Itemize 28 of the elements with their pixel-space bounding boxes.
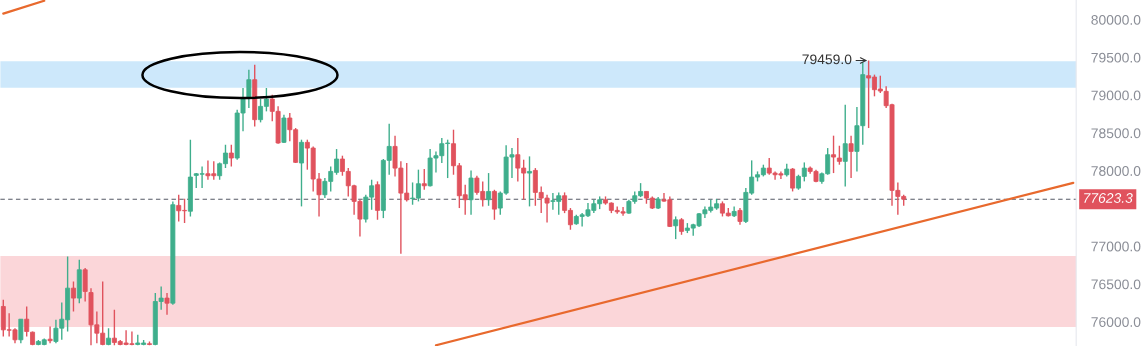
- candlestick: [82, 267, 88, 303]
- candlestick: [491, 189, 497, 221]
- y-tick-label: 78000.0: [1091, 166, 1141, 176]
- y-tick-label: 76500.0: [1091, 279, 1141, 290]
- annotation: 79459.0: [802, 54, 852, 65]
- y-tick-label: 77000.0: [1091, 241, 1141, 252]
- candlestick: [486, 172, 492, 207]
- candlestick: [842, 104, 848, 188]
- y-tick-label: 80000.0: [1091, 14, 1141, 25]
- candlestick: [527, 155, 532, 208]
- candlestick: [164, 292, 170, 316]
- candlestick: [47, 325, 53, 344]
- candlestick: [790, 167, 796, 193]
- candlestick: [848, 134, 854, 179]
- candlestick: [18, 318, 24, 344]
- y-tick-label: 78500.0: [1091, 128, 1141, 139]
- y-tick-label: 76000.0: [1091, 317, 1141, 327]
- candlestick: [71, 280, 76, 313]
- y-tick-label: 79000.0: [1091, 90, 1141, 101]
- candlestick: [246, 68, 252, 109]
- candlestick: [299, 138, 304, 208]
- y-tick-label: 79500.0: [1091, 52, 1141, 63]
- ref-line-label: 77623.3: [1084, 193, 1133, 203]
- candlestick: [24, 305, 30, 338]
- candlestick: [468, 169, 474, 216]
- candlestick: [228, 143, 234, 168]
- candlestick: [421, 168, 427, 191]
- candlestick: [673, 215, 679, 240]
